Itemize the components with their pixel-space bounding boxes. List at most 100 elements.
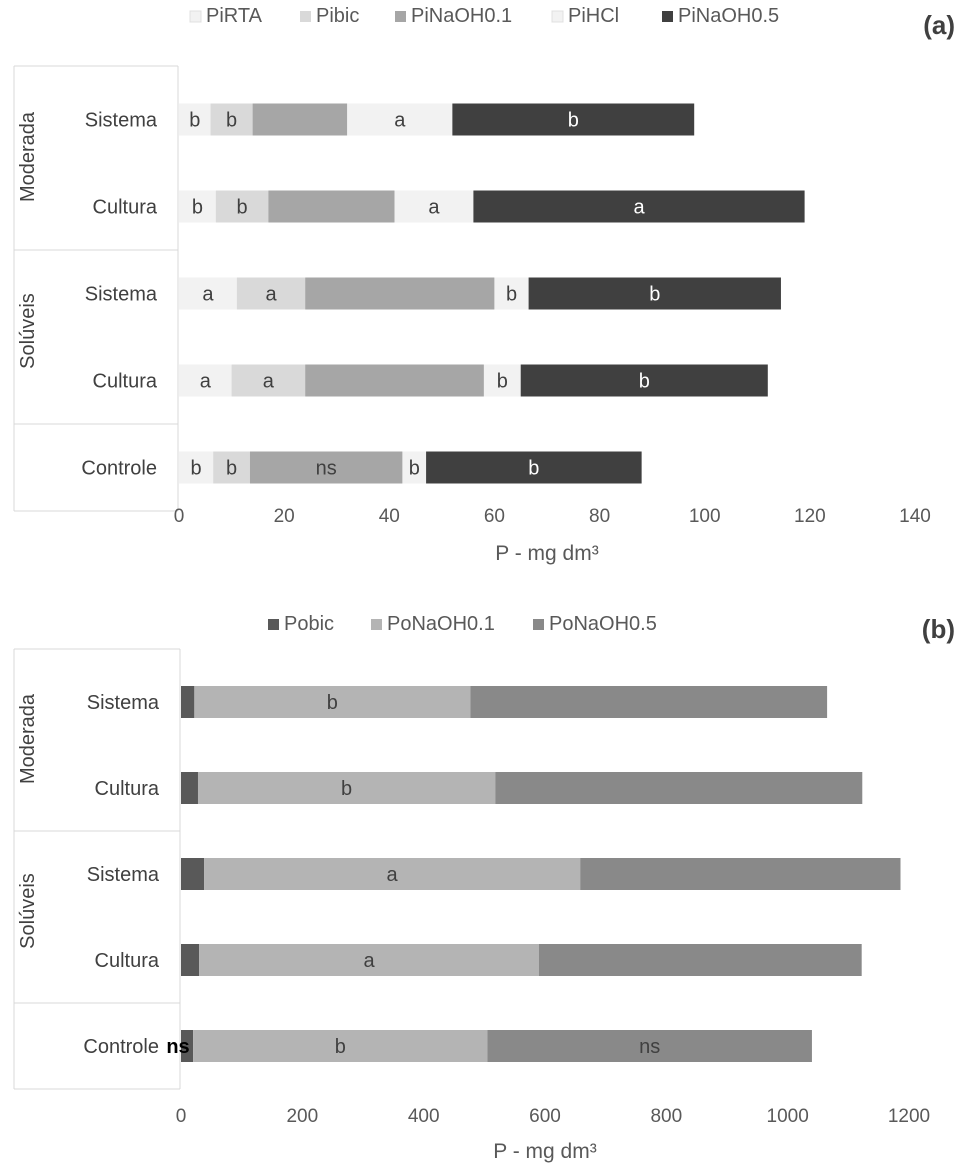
bar-segment xyxy=(470,686,828,718)
legend-swatch xyxy=(371,619,382,630)
bar-segment xyxy=(236,277,306,310)
bar-segment-label: b xyxy=(409,458,420,480)
chart-panel-a: (a) PiRTA Pibic PiNaOH0.1 PiHCl PiNaOH0.5 Mode… xyxy=(13,5,955,565)
bar-segment-label: a xyxy=(387,864,399,886)
bar-segment xyxy=(580,858,901,890)
bar-segment-label: ns xyxy=(316,458,337,480)
bar-segment xyxy=(210,103,253,136)
bar-segment xyxy=(199,944,539,976)
bar-segment xyxy=(347,103,453,136)
x-tick-label: 20 xyxy=(274,506,295,527)
bar-segment-label: b xyxy=(649,284,660,306)
bar-segment-label: b xyxy=(237,197,248,219)
bar-segment-label: a xyxy=(200,371,212,393)
bar-segment xyxy=(215,190,269,223)
bar-segment-label: ns xyxy=(166,1036,189,1058)
bar-segment xyxy=(179,103,211,136)
legend-swatch xyxy=(395,11,406,22)
legend-swatch xyxy=(300,11,311,22)
panel-label: (a) xyxy=(923,10,955,40)
bar-segment xyxy=(452,103,695,136)
bar-segment xyxy=(305,277,495,310)
bar-segment xyxy=(193,1030,488,1062)
bar-segment xyxy=(426,451,642,484)
bar-segment xyxy=(179,364,232,397)
legend-label: PiHCl xyxy=(568,5,619,27)
category-label: Sistema xyxy=(85,284,158,306)
legend-item: Pibic xyxy=(300,5,359,27)
bar-segment xyxy=(494,277,529,310)
bar-segment xyxy=(402,451,427,484)
legend-label: Pobic xyxy=(284,613,334,635)
category-label: Controle xyxy=(83,1036,159,1058)
bar-segment xyxy=(181,686,195,718)
x-tick-label: 60 xyxy=(484,506,505,527)
legend-label: PoNaOH0.1 xyxy=(387,613,495,635)
bar-segment-label: b xyxy=(226,110,237,132)
bar-segment xyxy=(213,451,250,484)
bar-segment xyxy=(305,364,484,397)
category-label: Cultura xyxy=(93,371,158,393)
bar-segment-label: b xyxy=(327,692,338,714)
bar-segment-label: b xyxy=(528,458,539,480)
category-label: Sistema xyxy=(87,692,160,714)
legend-swatch xyxy=(533,619,544,630)
bar-segment xyxy=(194,686,471,718)
bar-segment-label: b xyxy=(191,458,202,480)
legend-label: PoNaOH0.5 xyxy=(549,613,657,635)
legend-item: PiNaOH0.5 xyxy=(662,5,779,27)
category-label: Controle xyxy=(81,458,157,480)
legend-item: PoNaOH0.5 xyxy=(533,613,657,635)
bar-segment xyxy=(231,364,306,397)
bar-segment xyxy=(249,451,403,484)
bar-segment-label: a xyxy=(364,950,376,972)
bar-segment-label: b xyxy=(192,197,203,219)
bar-segment-label: a xyxy=(265,284,277,306)
chart-panel-b: (b) Pobic PoNaOH0.1 PoNaOH0.5 Moderada Solúve… xyxy=(13,613,955,1163)
bar-segment xyxy=(197,772,496,804)
bar-segment-label: b xyxy=(335,1036,346,1058)
bar-segment-label: a xyxy=(394,110,406,132)
x-tick-label: 140 xyxy=(899,506,931,527)
legend-label: PiNaOH0.1 xyxy=(411,5,512,27)
bar-segment xyxy=(181,1030,194,1062)
bar-segment-label: a xyxy=(202,284,214,306)
legend-item: PiRTA xyxy=(189,5,263,27)
legend-item: Pobic xyxy=(268,613,334,635)
bar-segment-label: a xyxy=(428,197,440,219)
x-tick-label: 200 xyxy=(286,1106,318,1127)
x-tick-label: 100 xyxy=(689,506,721,527)
legend-label: Pibic xyxy=(316,5,359,27)
legend-item: PiNaOH0.1 xyxy=(395,5,512,27)
bar-segment xyxy=(487,1030,812,1062)
bar-segment-label: b xyxy=(568,110,579,132)
category-label: Cultura xyxy=(95,950,160,972)
bar-segment xyxy=(179,190,216,223)
x-axis-label: P - mg dm³ xyxy=(493,1140,596,1163)
category-label: Cultura xyxy=(93,197,158,219)
bar-segment xyxy=(181,772,198,804)
bar-segment xyxy=(528,277,781,310)
bar-segment xyxy=(179,451,214,484)
bar-segment xyxy=(538,944,862,976)
bar-segment-label: b xyxy=(226,458,237,480)
bar-segment xyxy=(181,858,205,890)
bar-segment-label: b xyxy=(497,371,508,393)
legend-label: PiNaOH0.5 xyxy=(678,5,779,27)
group-label: Solúveis xyxy=(17,873,39,949)
x-tick-label: 40 xyxy=(379,506,400,527)
bar-segment xyxy=(483,364,521,397)
panel-label: (b) xyxy=(922,614,955,644)
category-label: Cultura xyxy=(95,778,160,800)
x-tick-label: 800 xyxy=(650,1106,682,1127)
bar-segment-label: a xyxy=(263,371,275,393)
bar-segment xyxy=(252,103,348,136)
group-label: Moderada xyxy=(17,693,39,784)
x-tick-label: 120 xyxy=(794,506,826,527)
bar-segment xyxy=(394,190,474,223)
bar-segment-label: b xyxy=(189,110,200,132)
x-tick-label: 0 xyxy=(174,506,185,527)
bar-segment-label: b xyxy=(639,371,650,393)
x-tick-label: 0 xyxy=(176,1106,187,1127)
